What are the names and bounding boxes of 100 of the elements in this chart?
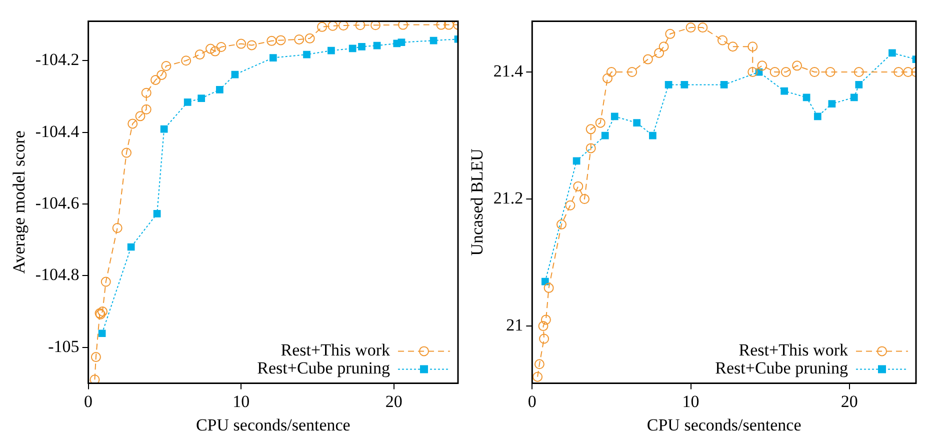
point xyxy=(90,374,100,384)
point xyxy=(153,210,161,218)
point xyxy=(610,112,618,120)
point xyxy=(544,282,554,293)
point xyxy=(633,119,641,126)
y-tick-label: -105 xyxy=(48,336,80,356)
point xyxy=(150,74,161,85)
point xyxy=(720,81,728,88)
point xyxy=(680,81,688,88)
point xyxy=(128,118,138,129)
point xyxy=(565,200,576,210)
point xyxy=(112,223,122,234)
point xyxy=(556,219,566,230)
point xyxy=(236,38,246,49)
point xyxy=(444,21,454,30)
point xyxy=(398,38,406,46)
x-axis-title: CPU seconds/sentence xyxy=(196,415,350,434)
point xyxy=(317,22,328,32)
point xyxy=(855,81,863,88)
point xyxy=(266,36,277,46)
point xyxy=(809,67,820,78)
point xyxy=(156,70,167,80)
y-axis-title: Average model score xyxy=(10,130,29,274)
legend-label: Rest+This work xyxy=(280,340,390,360)
point xyxy=(658,42,669,52)
y-tick-label: -104.6 xyxy=(35,193,80,212)
point xyxy=(216,86,224,94)
point xyxy=(606,67,616,78)
point xyxy=(100,276,111,287)
point xyxy=(792,60,802,71)
x-tick-label: 20 xyxy=(840,392,858,411)
point xyxy=(304,33,315,44)
point xyxy=(748,67,758,78)
point xyxy=(814,112,822,120)
point xyxy=(627,67,638,78)
point xyxy=(642,54,653,64)
point xyxy=(664,81,672,88)
point xyxy=(348,44,356,52)
y-tick-label: 21 xyxy=(506,316,524,335)
point xyxy=(728,42,738,52)
point xyxy=(328,21,338,31)
point xyxy=(579,194,590,204)
point xyxy=(572,157,580,165)
point xyxy=(90,352,101,362)
point xyxy=(98,306,108,317)
x-tick-label: 0 xyxy=(84,392,93,411)
point xyxy=(541,278,549,286)
point xyxy=(303,50,310,58)
point xyxy=(161,61,172,71)
point xyxy=(198,94,206,102)
point xyxy=(338,21,348,30)
x-tick-label: 10 xyxy=(682,392,700,411)
y-axis-title: Uncased BLEU xyxy=(468,148,487,256)
point xyxy=(748,42,758,52)
point xyxy=(160,125,168,133)
point xyxy=(665,28,676,39)
point xyxy=(373,42,381,50)
point xyxy=(206,44,216,54)
point xyxy=(269,54,277,62)
point xyxy=(854,67,864,78)
point xyxy=(122,148,132,158)
point xyxy=(276,35,286,46)
point xyxy=(780,67,791,78)
legend-label: Rest+This work xyxy=(738,340,848,360)
point xyxy=(398,21,408,30)
point xyxy=(98,330,106,338)
point xyxy=(586,143,596,154)
y-tick-label: -104.8 xyxy=(35,265,80,284)
point xyxy=(595,118,606,128)
x-axis-title: CPU seconds/sentence xyxy=(646,415,802,434)
point xyxy=(355,21,366,30)
point xyxy=(436,21,446,30)
legend-label: Rest+Cube pruning xyxy=(715,358,848,378)
point xyxy=(294,34,304,44)
point xyxy=(573,181,584,192)
y-tick-label: -104.2 xyxy=(35,50,80,70)
x-tick-label: 10 xyxy=(232,392,250,411)
point xyxy=(894,67,904,78)
point xyxy=(216,42,226,52)
point xyxy=(717,35,728,46)
point xyxy=(825,67,836,78)
point xyxy=(828,100,836,108)
point xyxy=(210,46,220,56)
point xyxy=(802,94,810,102)
point xyxy=(532,372,543,382)
x-tick-label: 0 xyxy=(528,392,536,411)
point xyxy=(539,334,550,344)
point xyxy=(780,87,788,95)
point xyxy=(370,21,381,30)
point xyxy=(231,70,239,78)
point xyxy=(246,40,257,50)
legend-label: Rest+Cube pruning xyxy=(257,358,390,378)
y-tick-label: 21.4 xyxy=(493,61,524,80)
point xyxy=(181,56,192,66)
point xyxy=(540,314,551,325)
point xyxy=(328,46,335,54)
point xyxy=(770,67,780,78)
point xyxy=(430,36,438,44)
point xyxy=(135,111,146,122)
point xyxy=(686,22,696,33)
